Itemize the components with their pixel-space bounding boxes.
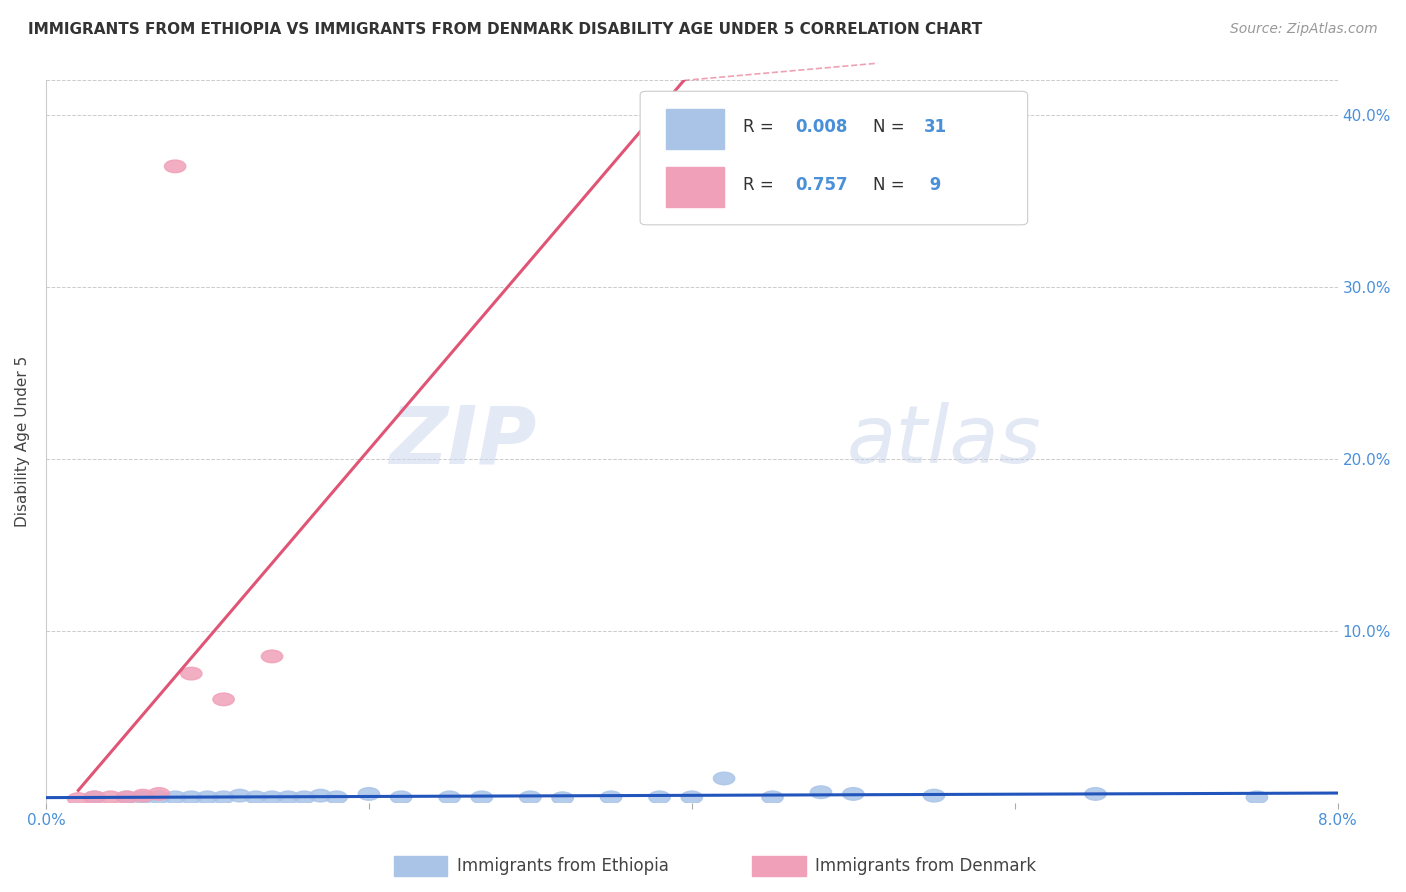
Ellipse shape (132, 789, 153, 802)
Ellipse shape (326, 791, 347, 804)
Ellipse shape (842, 788, 863, 800)
Ellipse shape (117, 791, 138, 804)
FancyBboxPatch shape (666, 167, 724, 207)
Ellipse shape (262, 650, 283, 663)
Ellipse shape (924, 789, 945, 802)
Y-axis label: Disability Age Under 5: Disability Age Under 5 (15, 356, 30, 527)
Text: R =: R = (744, 176, 779, 194)
Text: Immigrants from Denmark: Immigrants from Denmark (815, 857, 1036, 875)
Text: ZIP: ZIP (389, 402, 537, 481)
Ellipse shape (165, 160, 186, 173)
Ellipse shape (1246, 791, 1268, 804)
Ellipse shape (245, 791, 267, 804)
Ellipse shape (165, 791, 186, 804)
Text: 0.757: 0.757 (796, 176, 848, 194)
Ellipse shape (1085, 788, 1107, 800)
Ellipse shape (229, 789, 250, 802)
Ellipse shape (520, 791, 541, 804)
Text: IMMIGRANTS FROM ETHIOPIA VS IMMIGRANTS FROM DENMARK DISABILITY AGE UNDER 5 CORRE: IMMIGRANTS FROM ETHIOPIA VS IMMIGRANTS F… (28, 22, 983, 37)
Ellipse shape (762, 791, 783, 804)
Ellipse shape (309, 789, 332, 802)
Text: Immigrants from Ethiopia: Immigrants from Ethiopia (457, 857, 669, 875)
FancyBboxPatch shape (666, 110, 724, 149)
Text: 31: 31 (924, 119, 948, 136)
Ellipse shape (197, 791, 218, 804)
Ellipse shape (681, 791, 703, 804)
Ellipse shape (67, 793, 89, 805)
Ellipse shape (132, 791, 153, 804)
Text: 0.008: 0.008 (796, 119, 848, 136)
Ellipse shape (391, 791, 412, 804)
Ellipse shape (553, 792, 574, 805)
Ellipse shape (277, 791, 299, 804)
Ellipse shape (294, 791, 315, 804)
Ellipse shape (810, 786, 831, 798)
Ellipse shape (471, 791, 492, 804)
Text: 9: 9 (924, 176, 942, 194)
Ellipse shape (180, 791, 202, 804)
Text: N =: N = (873, 176, 910, 194)
Text: R =: R = (744, 119, 779, 136)
Ellipse shape (713, 772, 735, 785)
Ellipse shape (600, 791, 621, 804)
Ellipse shape (439, 791, 460, 804)
Ellipse shape (84, 791, 105, 804)
Text: Source: ZipAtlas.com: Source: ZipAtlas.com (1230, 22, 1378, 37)
Ellipse shape (180, 667, 202, 680)
Ellipse shape (84, 791, 105, 804)
Ellipse shape (648, 791, 671, 804)
Ellipse shape (359, 788, 380, 800)
Ellipse shape (148, 788, 170, 800)
Ellipse shape (212, 693, 235, 706)
Ellipse shape (212, 791, 235, 804)
Text: N =: N = (873, 119, 910, 136)
Text: atlas: atlas (846, 402, 1042, 481)
Ellipse shape (117, 791, 138, 804)
Ellipse shape (100, 791, 121, 804)
FancyBboxPatch shape (640, 91, 1028, 225)
Ellipse shape (148, 791, 170, 804)
Ellipse shape (262, 791, 283, 804)
